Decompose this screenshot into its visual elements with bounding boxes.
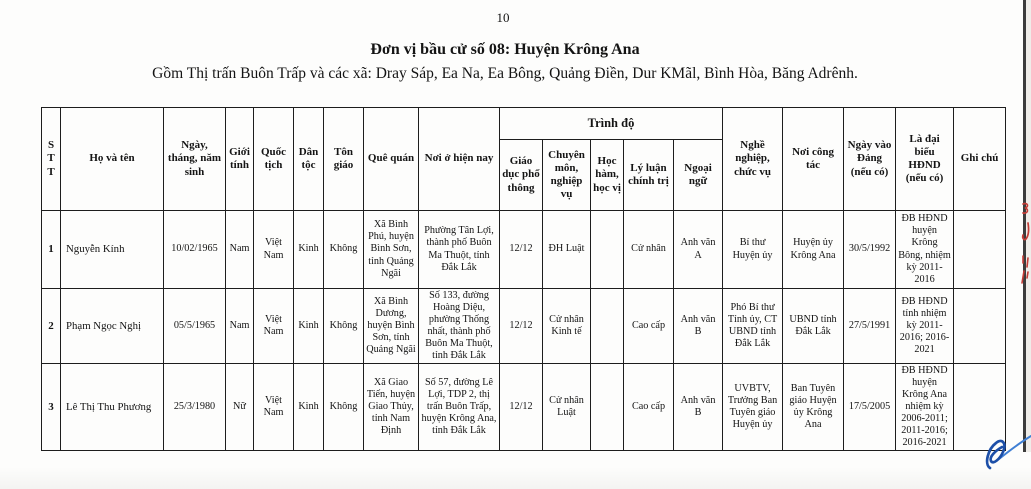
- col-header-name: Họ và tên: [60, 107, 164, 211]
- table-cell: Không: [323, 287, 364, 365]
- table-cell: Kinh: [293, 363, 324, 452]
- col-header-professional: Chuyên môn, nghiệp vụ: [542, 139, 591, 211]
- table-cell: Cử nhân Kinh tế: [542, 287, 591, 365]
- table-cell: 12/12: [499, 210, 543, 289]
- table-cell: 25/3/1980: [163, 363, 226, 452]
- table-row: 1 Nguyễn Kính 10/02/1965 Nam Việt Nam Ki…: [41, 210, 1007, 289]
- table-cell: Việt Nam: [253, 210, 294, 289]
- table-cell: UBND tỉnh Đắk Lắk: [782, 287, 845, 365]
- table-cell: 2: [41, 287, 61, 365]
- table-cell: Xã Bình Phú, huyện Bình Sơn, tỉnh Quảng …: [363, 210, 419, 289]
- col-header-ethnicity: Dân tộc: [293, 107, 324, 211]
- table-cell: 30/5/1992: [843, 210, 897, 289]
- table-cell: Anh văn B: [672, 363, 724, 452]
- table-cell: Anh văn A: [672, 210, 724, 289]
- table-cell: Nguyễn Kính: [60, 210, 164, 289]
- signature-loop-stroke: [985, 439, 1006, 470]
- table-cell: 12/12: [499, 363, 543, 452]
- table-cell: Kinh: [293, 210, 324, 289]
- col-header-religion: Tôn giáo: [323, 107, 364, 211]
- col-header-foreign-language: Ngoại ngữ: [672, 139, 724, 211]
- table-cell: ĐB HĐND tỉnh nhiệm kỳ 2011-2016; 2016-20…: [895, 287, 955, 365]
- table-cell: Xã Bình Dương, huyện Bình Sơn, tỉnh Quản…: [363, 287, 419, 365]
- table-cell: Bí thư Huyện ủy: [722, 210, 784, 289]
- table-row: 2 Phạm Ngọc Nghị 05/5/1965 Nam Việt Nam …: [41, 287, 1007, 365]
- table-cell: 1: [41, 210, 61, 289]
- table-cell: 17/5/2005: [843, 363, 897, 452]
- page-title: Đơn vị bầu cử số 08: Huyện Krông Ana: [370, 41, 640, 58]
- red-ink-mark: [1021, 222, 1030, 241]
- table-cell: 3: [41, 363, 61, 452]
- table-cell: Phường Tân Lợi, thành phố Buôn Ma Thuột,…: [418, 210, 500, 289]
- candidates-table: S T T Họ và tên Ngày, tháng, năm sinh Gi…: [41, 107, 1007, 452]
- table-cell: Không: [323, 363, 364, 452]
- table-cell: ĐB HĐND huyện Krông Bông, nhiệm kỳ 2011-…: [895, 210, 955, 289]
- col-header-occupation: Nghề nghiệp, chức vụ: [722, 107, 784, 211]
- table-cell: UVBTV, Trưởng Ban Tuyên giáo Huyện ủy: [722, 363, 784, 452]
- col-header-dob: Ngày, tháng, năm sinh: [163, 107, 226, 211]
- col-header-workplace: Nơi công tác: [782, 107, 845, 211]
- table-cell: Nữ: [225, 363, 254, 452]
- table-cell: Việt Nam: [253, 287, 294, 365]
- red-ink-stroke: [1022, 202, 1029, 214]
- table-cell: Phạm Ngọc Nghị: [60, 287, 164, 365]
- table-cell: Việt Nam: [253, 363, 294, 452]
- table-cell: [590, 287, 624, 365]
- table-cell: Anh văn B: [672, 287, 724, 365]
- table-cell: Cử nhân Luật: [542, 363, 591, 452]
- table-cell: 12/12: [499, 287, 543, 365]
- table-cell: Huyện ủy Krông Ana: [782, 210, 845, 289]
- col-header-political-theory: Lý luận chính trị: [623, 139, 674, 211]
- col-header-council-member: Là đại biểu HĐND (nếu có): [895, 107, 955, 211]
- col-header-stt: S T T: [41, 107, 61, 211]
- table-cell: [953, 210, 1007, 289]
- table-cell: Cao cấp: [623, 363, 674, 452]
- table-cell: 05/5/1965: [163, 287, 226, 365]
- table-cell: [953, 363, 1007, 452]
- handwritten-signature: [985, 435, 1031, 470]
- table-cell: 10/02/1965: [163, 210, 226, 289]
- col-header-hometown: Quê quán: [363, 107, 419, 211]
- table-cell: ĐH Luật: [542, 210, 591, 289]
- col-header-general-education: Giáo dục phổ thông: [499, 139, 543, 211]
- col-header-party-date: Ngày vào Đảng (nếu có): [843, 107, 897, 211]
- col-header-notes: Ghi chú: [953, 107, 1007, 211]
- page-subtitle: Gồm Thị trấn Buôn Trấp và các xã: Dray S…: [152, 65, 858, 82]
- table-cell: Kinh: [293, 287, 324, 365]
- table-cell: Số 133, đường Hoàng Diệu, phường Thống n…: [418, 287, 500, 365]
- table-cell: Nam: [225, 287, 254, 365]
- table-cell: Phó Bí thư Tỉnh ủy, CT UBND tỉnh Đắk Lắk: [722, 287, 784, 365]
- col-header-academic-title: Học hàm, học vị: [590, 139, 624, 211]
- table-cell: [590, 210, 624, 289]
- col-header-gender: Giới tính: [225, 107, 254, 211]
- table-cell: Cử nhân: [623, 210, 674, 289]
- table-cell: Lê Thị Thu Phương: [60, 363, 164, 452]
- table-cell: [953, 287, 1007, 365]
- scan-bottom-shade: [0, 467, 1031, 489]
- page-number: 10: [496, 10, 510, 25]
- table-cell: Số 57, đường Lê Lợi, TDP 2, thị trấn Buô…: [418, 363, 500, 452]
- red-ink-mark: [1021, 255, 1029, 284]
- table-cell: 27/5/1991: [843, 287, 897, 365]
- table-cell: Nam: [225, 210, 254, 289]
- table-cell: Cao cấp: [623, 287, 674, 365]
- table-cell: Ban Tuyên giáo Huyện ủy Krông Ana: [782, 363, 845, 452]
- col-header-nationality: Quốc tịch: [253, 107, 294, 211]
- red-ink-stroke: [1021, 222, 1030, 241]
- red-ink-mark: [1022, 202, 1029, 214]
- col-header-qualification-group: Trình độ: [498, 107, 724, 140]
- red-ink-stroke: [1021, 255, 1029, 284]
- scan-edge-line: [1023, 0, 1026, 452]
- table-cell: Xã Giao Tiến, huyện Giao Thủy, tỉnh Nam …: [363, 363, 419, 452]
- table-row: 3 Lê Thị Thu Phương 25/3/1980 Nữ Việt Na…: [41, 363, 1007, 452]
- table-cell: Không: [323, 210, 364, 289]
- table-cell: ĐB HĐND huyện Krông Ana nhiệm kỳ 2006-20…: [895, 363, 955, 452]
- col-header-residence: Nơi ở hiện nay: [418, 107, 500, 211]
- table-cell: [590, 363, 624, 452]
